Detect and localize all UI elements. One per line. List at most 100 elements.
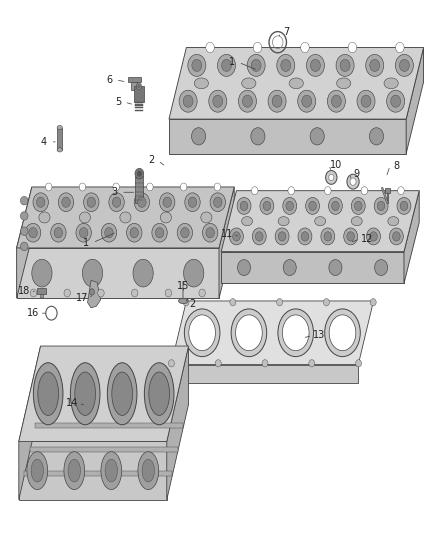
Bar xyxy=(37,288,46,294)
Ellipse shape xyxy=(325,309,360,357)
Ellipse shape xyxy=(33,363,63,425)
Circle shape xyxy=(396,54,413,76)
Text: 18: 18 xyxy=(18,286,30,296)
Circle shape xyxy=(278,232,286,241)
Circle shape xyxy=(354,201,362,211)
Ellipse shape xyxy=(120,212,131,223)
Circle shape xyxy=(389,228,403,245)
Circle shape xyxy=(356,360,362,367)
Circle shape xyxy=(283,197,297,214)
Ellipse shape xyxy=(105,459,117,482)
Circle shape xyxy=(251,187,258,195)
Ellipse shape xyxy=(57,148,62,152)
Circle shape xyxy=(54,228,63,238)
Circle shape xyxy=(222,59,231,71)
Circle shape xyxy=(25,223,41,242)
Circle shape xyxy=(62,197,70,207)
Bar xyxy=(134,86,144,102)
Text: 8: 8 xyxy=(393,161,399,171)
Ellipse shape xyxy=(107,363,137,425)
Circle shape xyxy=(202,223,218,242)
Ellipse shape xyxy=(388,216,399,226)
Text: 3: 3 xyxy=(112,187,118,197)
Ellipse shape xyxy=(236,315,262,351)
Ellipse shape xyxy=(27,451,48,490)
Polygon shape xyxy=(171,301,374,365)
Circle shape xyxy=(396,42,404,53)
Circle shape xyxy=(255,232,263,241)
Circle shape xyxy=(361,95,371,107)
Circle shape xyxy=(281,59,291,71)
Text: 16: 16 xyxy=(27,308,39,318)
Ellipse shape xyxy=(21,227,28,236)
Circle shape xyxy=(370,298,376,306)
Circle shape xyxy=(374,260,388,276)
Ellipse shape xyxy=(138,451,159,490)
Circle shape xyxy=(188,54,206,76)
Circle shape xyxy=(251,59,261,71)
Ellipse shape xyxy=(242,216,253,226)
Polygon shape xyxy=(17,248,219,298)
Polygon shape xyxy=(17,187,32,298)
Circle shape xyxy=(136,83,141,90)
Circle shape xyxy=(247,54,265,76)
Ellipse shape xyxy=(242,78,256,88)
Ellipse shape xyxy=(329,315,356,351)
Ellipse shape xyxy=(68,459,81,482)
Polygon shape xyxy=(219,187,234,298)
Text: 5: 5 xyxy=(115,97,121,107)
Ellipse shape xyxy=(71,363,100,425)
Circle shape xyxy=(240,201,248,211)
Bar xyxy=(135,107,143,109)
Circle shape xyxy=(392,232,400,241)
Circle shape xyxy=(357,90,375,112)
Circle shape xyxy=(300,42,309,53)
Circle shape xyxy=(215,360,221,367)
Circle shape xyxy=(191,128,206,145)
Circle shape xyxy=(307,54,325,76)
Circle shape xyxy=(252,228,266,245)
Text: 17: 17 xyxy=(76,293,88,303)
Circle shape xyxy=(400,201,408,211)
Circle shape xyxy=(183,298,189,306)
Circle shape xyxy=(84,193,99,212)
Circle shape xyxy=(311,59,320,71)
Circle shape xyxy=(302,95,312,107)
Circle shape xyxy=(275,228,289,245)
Circle shape xyxy=(177,223,193,242)
Circle shape xyxy=(347,174,359,189)
Text: 15: 15 xyxy=(177,280,190,290)
Circle shape xyxy=(79,183,86,191)
Bar xyxy=(127,77,141,82)
Circle shape xyxy=(206,228,214,238)
Circle shape xyxy=(377,201,385,211)
Circle shape xyxy=(159,193,175,212)
Circle shape xyxy=(298,228,312,245)
Circle shape xyxy=(237,197,251,214)
Circle shape xyxy=(210,193,226,212)
Circle shape xyxy=(101,223,117,242)
Ellipse shape xyxy=(133,259,153,287)
Text: 2: 2 xyxy=(189,298,195,309)
Text: 9: 9 xyxy=(353,169,359,179)
Ellipse shape xyxy=(21,197,28,205)
Circle shape xyxy=(230,228,244,245)
Bar xyxy=(135,110,143,111)
Circle shape xyxy=(397,197,411,214)
Circle shape xyxy=(398,187,404,195)
Text: 14: 14 xyxy=(66,398,78,408)
Circle shape xyxy=(370,59,380,71)
Circle shape xyxy=(165,289,172,297)
Circle shape xyxy=(180,228,189,238)
Circle shape xyxy=(185,193,200,212)
Polygon shape xyxy=(19,441,167,500)
Polygon shape xyxy=(24,471,172,476)
Circle shape xyxy=(29,228,37,238)
Circle shape xyxy=(323,298,329,306)
Circle shape xyxy=(367,228,381,245)
Polygon shape xyxy=(221,252,404,284)
Ellipse shape xyxy=(38,372,59,415)
Ellipse shape xyxy=(57,125,62,130)
Circle shape xyxy=(399,59,410,71)
Text: 6: 6 xyxy=(106,75,113,85)
